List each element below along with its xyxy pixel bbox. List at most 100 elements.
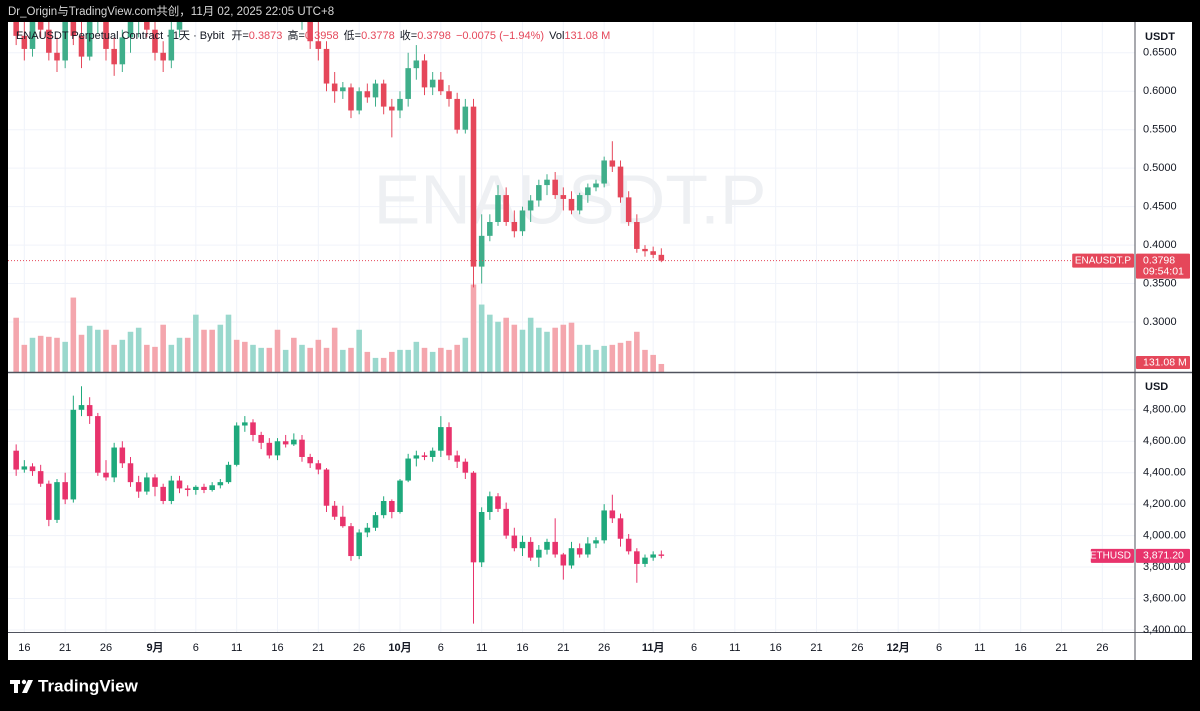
volume-bar [201,329,207,372]
y-tick-label: 3,600.00 [1143,592,1186,604]
legend-label: 高= [287,28,304,42]
candle-body [544,179,550,186]
volume-bar [576,344,583,372]
x-tick-label: 10月 [388,641,411,654]
candle-body [78,405,85,410]
candle-body [495,496,501,509]
volume-bar [487,314,493,372]
candle-body [13,450,19,470]
candle-body [127,463,134,483]
volume-bar [495,321,501,372]
y-tick-label: 0.4500 [1143,201,1177,213]
y-tick-label: 4,800.00 [1143,404,1186,416]
volume-bar [593,349,599,372]
volume-bar [37,335,44,372]
candle-body [658,554,665,556]
grid [8,22,1135,372]
candle-body [650,251,656,255]
candle-body [405,458,411,481]
x-tick-label: 21 [59,642,71,654]
candle-body [323,48,330,84]
y-tick-label: 4,200.00 [1143,498,1186,510]
volume-bar [29,337,36,372]
candle-body [46,483,52,520]
volume-bar [478,304,485,372]
candle-body [95,416,101,473]
volume-bar [250,344,256,372]
candle-body [21,35,28,49]
x-tick-label: 21 [810,642,822,654]
candle-body [37,22,44,30]
symbol-tag-label: ENAUSDT.P [1075,255,1131,266]
price-tag [1136,253,1190,279]
volume-bar [446,349,452,372]
candle-body [176,480,183,489]
candle-body [438,427,444,451]
x-tick-label: 16 [770,642,782,654]
volume-bar [86,325,93,372]
candle-body [29,22,36,49]
legend-title: ENAUSDT Perpetual Contract · 1天 · Bybit [16,30,224,42]
volume-bar [568,322,575,372]
x-tick-label: 26 [100,642,112,654]
candle-body [62,22,68,61]
candle-body [62,482,68,500]
volume-bar [233,339,240,372]
candle-body [37,471,44,484]
candle-body [46,29,52,53]
candle-body [380,83,387,107]
candle-body [356,532,362,557]
candle-body [413,60,420,69]
x-tick-label: 26 [598,642,610,654]
legend-label: 收= [400,28,417,42]
candle-body [568,548,575,566]
y-tick-label: 0.3000 [1143,316,1177,328]
volume-bar [299,344,305,372]
x-tick-label: 12月 [887,641,910,654]
volume-bar [225,314,232,372]
volume-bar [184,337,191,372]
candle-body [54,482,60,520]
candle-body [495,195,501,222]
y-tick-label: 4,400.00 [1143,467,1186,479]
candle-body [323,469,330,506]
candle-body [405,68,411,99]
candle-body [54,52,60,61]
volume-bar [78,334,85,372]
candle-body [462,106,469,130]
volume-bar [552,327,558,372]
x-tick-label: 16 [1015,642,1027,654]
volume-bar [462,337,469,372]
volume-bar [258,347,264,372]
x-tick-label: 6 [936,642,942,654]
candle-body [503,195,509,222]
candle-body [429,79,436,88]
candle-body [438,79,444,92]
candle-body [585,543,591,555]
candle-body [152,29,158,53]
volume-bar [429,351,436,372]
candle-body [103,472,109,478]
candle-body [544,541,550,550]
legend-value: 0.3798 [417,30,451,42]
volume-bar [650,354,656,372]
volume-bar [527,317,534,372]
symbol-tag [1090,548,1134,563]
candle-body [86,22,93,57]
candle-body [576,195,583,211]
candle-body [144,22,150,30]
volume-bar [282,349,289,372]
candle-body [519,210,526,232]
countdown: 09:54:01 [1143,265,1184,277]
candle-body [266,442,273,456]
candle-body [111,48,117,65]
candle-body [634,551,640,564]
volume-bar [111,344,117,372]
candle-body [642,557,648,564]
candle-body [111,447,117,478]
candle-body [372,83,379,98]
candle-body [519,541,526,549]
candle-body [593,540,599,544]
volume-bar [168,344,175,372]
